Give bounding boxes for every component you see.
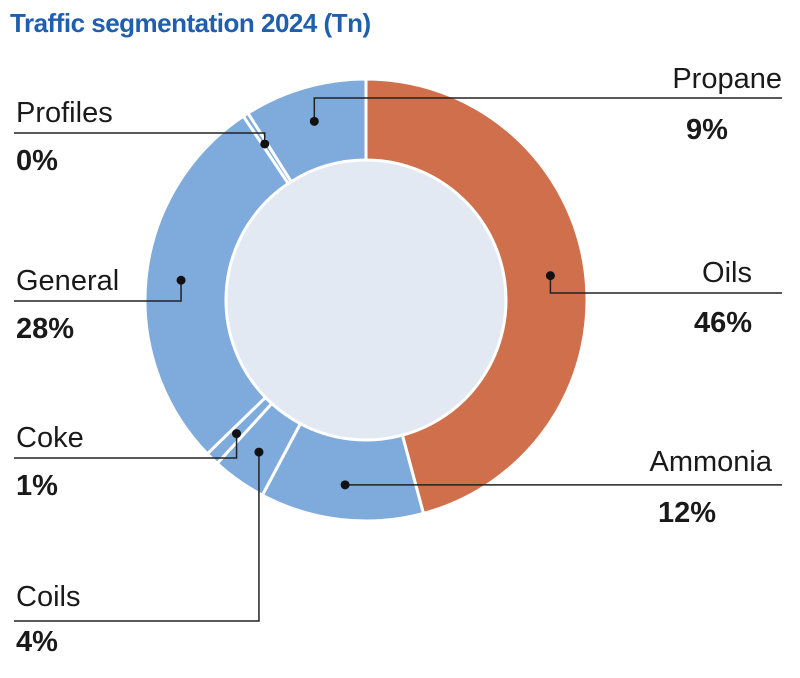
- label-profiles: Profiles: [16, 97, 113, 129]
- value-ammonia: 12%: [658, 497, 716, 529]
- value-profiles: 0%: [16, 145, 58, 177]
- slice-oils: [364, 77, 589, 516]
- leader-dot-oils: [545, 271, 555, 281]
- label-coke: Coke: [16, 422, 84, 454]
- leader-line-coke: [14, 433, 238, 459]
- slice-propane: [245, 77, 368, 184]
- leader-line-coils: [14, 452, 260, 622]
- donut-center: [226, 160, 506, 440]
- leader-dot-general: [176, 275, 186, 285]
- value-oils: 46%: [694, 307, 752, 339]
- value-coke: 1%: [16, 470, 58, 502]
- value-coils: 4%: [16, 626, 58, 658]
- label-ammonia: Ammonia: [650, 446, 773, 478]
- leader-dot-propane: [309, 116, 319, 126]
- label-propane: Propane: [672, 63, 782, 95]
- leader-dot-profiles: [260, 139, 270, 149]
- label-general: General: [16, 265, 119, 297]
- chart-title: Traffic segmentation 2024 (Tn): [10, 8, 371, 38]
- leader-line-general: [14, 280, 182, 302]
- value-propane: 9%: [686, 114, 728, 146]
- value-general: 28%: [16, 313, 74, 345]
- leader-dot-coils: [254, 447, 264, 457]
- leader-line-propane: [313, 97, 782, 122]
- leader-dot-coke: [232, 429, 242, 439]
- label-coils: Coils: [16, 581, 80, 613]
- slice-general: [143, 114, 291, 456]
- leader-line-oils: [549, 275, 782, 294]
- leader-dot-ammonia: [340, 480, 350, 490]
- label-oils: Oils: [702, 257, 752, 289]
- callouts: Oils 46% Ammonia 12% Coils 4% Coke 1% General 28%…: [14, 63, 782, 658]
